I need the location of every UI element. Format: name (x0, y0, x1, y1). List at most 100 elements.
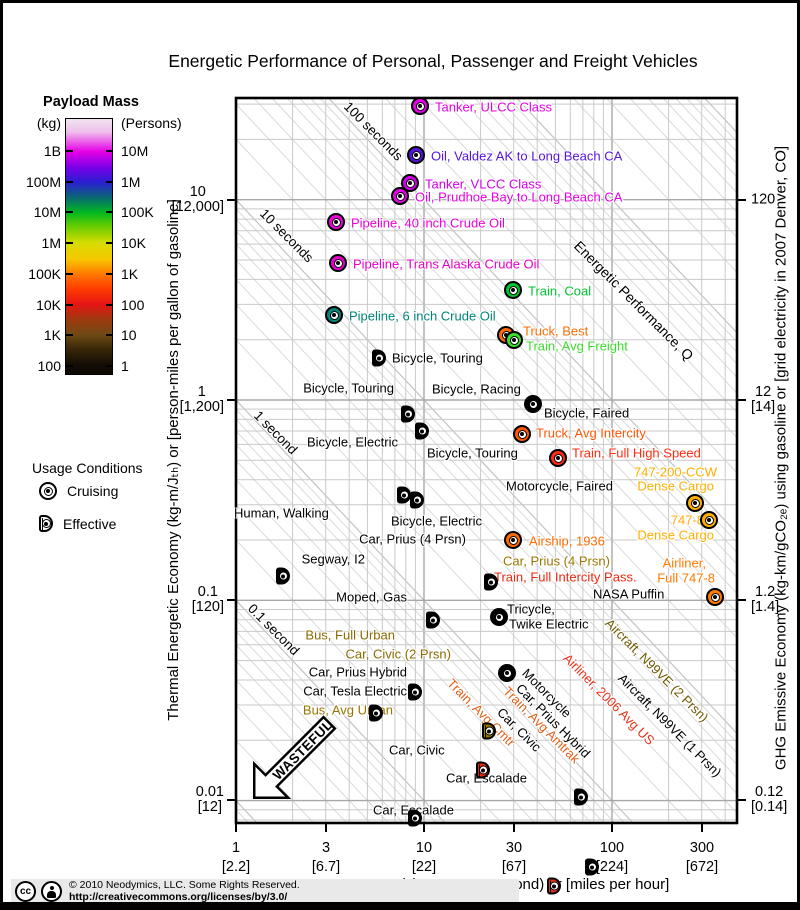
colorbar-tick (106, 211, 113, 214)
point-label: Car, Prius (4 Prsn) (359, 531, 466, 547)
marker-airliner-2006-avg-us (547, 877, 561, 895)
colorbar-persons-label: 1 (121, 358, 129, 374)
wasteful-text: WASTEFUL (270, 717, 336, 783)
marker-train-avg-freight (505, 331, 523, 349)
point-label: Dense Cargo (637, 478, 714, 494)
colorbar-tick (66, 334, 73, 337)
marker-tanker-ulcc-class (411, 97, 429, 115)
point-label: 747-8 (670, 512, 704, 528)
marker-bicycle-faired (524, 395, 542, 413)
colorbar-persons-label: 10M (121, 143, 149, 159)
marker-tricycle-twike-electric (490, 608, 508, 626)
point-label: 747-200-CCW (633, 464, 717, 480)
point-label: Pipeline, 40 inch Crude Oil (351, 215, 505, 231)
point-label: Motorcycle, Faired (506, 478, 613, 494)
marker-car-prius-4-prsn (408, 683, 422, 701)
attribution-person-icon[interactable] (41, 881, 62, 902)
point-label: Train, Avg Freight (526, 338, 628, 354)
point-label: Bicycle, Electric (391, 513, 483, 529)
colorbar-kg-label: 1M (41, 235, 61, 252)
copyright-line: © 2010 Neodymics, LLC. Some Rights Reser… (69, 879, 300, 891)
point-label: Bus, Full Urban (305, 627, 395, 643)
colorbar-tick (106, 150, 113, 152)
point-label: Bicycle, Electric (306, 434, 398, 450)
tick-label: 1 [1,200] (179, 384, 224, 415)
point-label: Car, Tesla Electric (303, 683, 407, 699)
tick-label: 12 [14] (751, 384, 776, 415)
license-strip: cc © 2010 Neodymics, LLC. Some Rights Re… (11, 879, 519, 904)
license-text: © 2010 Neodymics, LLC. Some Rights Reser… (69, 879, 300, 903)
tick-label: 3 [6.7] (311, 840, 341, 875)
marker-motorcycle (498, 664, 516, 682)
license-url[interactable]: http://creativecommons.org/licenses/by/3… (69, 890, 288, 903)
colorbar-persons-label: 1K (121, 265, 139, 282)
point-label: Train, Full High Speed (572, 445, 701, 461)
marker-truck-avg-intercity (513, 425, 531, 443)
point-label: Oil, Valdez AK to Long Beach CA (431, 148, 623, 164)
marker-segway-i2 (369, 704, 383, 722)
marker-bicycle-touring (401, 405, 415, 423)
colorbar-kg-label: 100K (28, 265, 61, 282)
marker-car-prius-4-prsn (482, 722, 496, 740)
colorbar-kg-label: 10M (33, 204, 61, 221)
cc-license-icon[interactable]: cc (15, 881, 36, 902)
colorbar-persons-label: 10 (121, 327, 137, 344)
marker-train-coal (504, 281, 522, 299)
colorbar-tick (66, 242, 73, 245)
marker-bicycle-touring (372, 349, 386, 367)
point-label: Car, Civic (2 Prsn) (345, 646, 451, 662)
colorbar-tick (66, 180, 73, 183)
colorbar-tick (106, 365, 113, 367)
colorbar-tick (106, 242, 113, 245)
marker-747-8-dense-cargo (700, 511, 718, 529)
tick-label: 120 (751, 191, 776, 208)
point-label: Tanker, ULCC Class (435, 99, 553, 115)
colorbar-right-unit: (Persons) (121, 115, 182, 131)
tick-label: 0.01 [12] (195, 784, 224, 815)
data-markers (3, 3, 797, 895)
tick-label: 0.12 [0.14] (751, 784, 788, 815)
point-label: Dense Cargo (637, 527, 714, 543)
colorbar-tick (66, 272, 73, 275)
colorbar-tick (66, 211, 73, 214)
usage-legend-item-cruising: Cruising (39, 482, 118, 500)
colorbar-tick (106, 180, 113, 183)
marker-motorcycle-faired (484, 573, 498, 591)
colorbar-persons-label: 10K (121, 235, 146, 252)
colorbar-kg-label: 1B (43, 143, 61, 159)
tick-label: 100 [224] (595, 840, 629, 875)
marker-bicycle-electric (426, 611, 440, 629)
point-label: Bicycle, Touring (392, 350, 483, 366)
marker-train-full-high-speed (549, 449, 567, 467)
cruising-marker-icon (39, 482, 57, 500)
marker-747-200-ccw-dense-cargo (686, 494, 704, 512)
colorbar-title: Payload Mass (43, 94, 139, 110)
point-label: Airliner, (662, 555, 706, 571)
point-label: Car, Prius (4 Prsn) (503, 553, 610, 569)
colorbar-tick (66, 365, 73, 367)
point-label: Oil, Prudhoe Bay to Long Beach CA (415, 189, 623, 205)
colorbar-persons-label: 100 (121, 296, 145, 313)
point-label: Truck, Best (523, 323, 589, 339)
tick-label: 1 [2.2] (221, 840, 251, 875)
colorbar-tick (106, 272, 113, 275)
usage-legend-label: Cruising (67, 483, 119, 499)
chart-title: Energetic Performance of Personal, Passe… (168, 51, 698, 71)
tick-label: 300 [672] (685, 840, 719, 875)
marker-airliner-full-747-8 (706, 588, 724, 606)
point-label: Train, Full Intercity Pass. (494, 569, 637, 585)
usage-legend-label: Effective (63, 515, 117, 532)
marker-pipeline-40-inch-crude-oil (327, 213, 345, 231)
colorbar-tick (66, 150, 73, 152)
usage-legend-item-effective: Effective (39, 515, 116, 532)
bottom-black-bar (3, 902, 797, 907)
colorbar-tick (106, 303, 113, 306)
colorbar-kg-label: 10K (36, 296, 61, 313)
point-label: Bicycle, Faired (544, 405, 630, 421)
colorbar-kg-label: 1K (43, 327, 61, 344)
usage-legend-title: Usage Conditions (32, 460, 143, 476)
point-label: Bicycle, Touring (427, 445, 518, 461)
marker-oil-valdez-ak-to-long-beach-ca (407, 146, 425, 164)
point-label: Human, Walking (234, 505, 329, 521)
